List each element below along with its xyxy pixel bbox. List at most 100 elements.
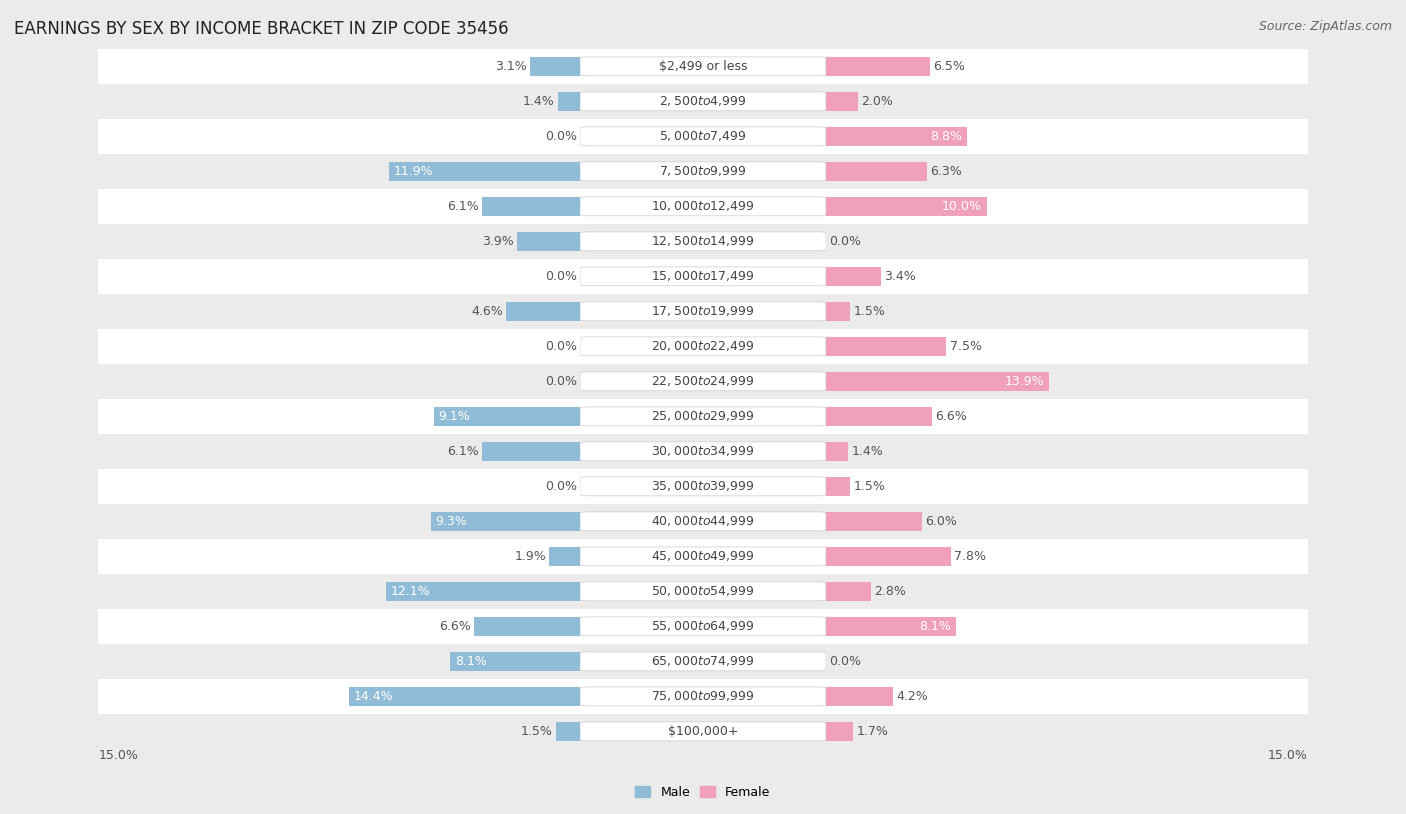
Text: 9.1%: 9.1% xyxy=(439,410,471,422)
Bar xyxy=(825,407,932,426)
Text: 2.0%: 2.0% xyxy=(862,95,893,107)
FancyBboxPatch shape xyxy=(579,617,825,636)
Text: 0.0%: 0.0% xyxy=(544,340,576,352)
Bar xyxy=(579,434,825,469)
Bar xyxy=(825,609,1308,644)
Bar xyxy=(825,224,1308,259)
FancyBboxPatch shape xyxy=(579,442,825,461)
Bar xyxy=(579,224,825,259)
Text: 13.9%: 13.9% xyxy=(1005,375,1045,387)
Text: 8.8%: 8.8% xyxy=(931,130,963,142)
Bar xyxy=(98,504,579,539)
Text: $30,000 to $34,999: $30,000 to $34,999 xyxy=(651,444,755,458)
Bar xyxy=(98,679,579,714)
Bar xyxy=(825,329,1308,364)
FancyBboxPatch shape xyxy=(579,512,825,531)
Bar xyxy=(558,92,581,111)
Bar xyxy=(98,644,579,679)
Bar xyxy=(579,609,825,644)
FancyBboxPatch shape xyxy=(579,582,825,601)
Text: 0.0%: 0.0% xyxy=(544,130,576,142)
Bar xyxy=(579,119,825,154)
Text: 8.1%: 8.1% xyxy=(920,620,952,632)
Text: EARNINGS BY SEX BY INCOME BRACKET IN ZIP CODE 35456: EARNINGS BY SEX BY INCOME BRACKET IN ZIP… xyxy=(14,20,509,38)
Text: 4.2%: 4.2% xyxy=(897,690,928,702)
Text: 6.1%: 6.1% xyxy=(447,445,479,457)
Text: 9.3%: 9.3% xyxy=(436,515,467,527)
Bar xyxy=(98,714,579,749)
Bar xyxy=(579,644,825,679)
Text: $55,000 to $64,999: $55,000 to $64,999 xyxy=(651,619,755,633)
Text: 3.9%: 3.9% xyxy=(482,235,515,247)
Text: 7.5%: 7.5% xyxy=(949,340,981,352)
Bar xyxy=(385,582,579,601)
FancyBboxPatch shape xyxy=(579,687,825,706)
Text: $5,000 to $7,499: $5,000 to $7,499 xyxy=(659,129,747,143)
Bar xyxy=(474,617,579,636)
FancyBboxPatch shape xyxy=(579,162,825,181)
Bar xyxy=(579,574,825,609)
Bar xyxy=(98,84,579,119)
Bar xyxy=(430,512,581,531)
Text: 0.0%: 0.0% xyxy=(544,270,576,282)
FancyBboxPatch shape xyxy=(579,232,825,251)
Bar xyxy=(579,469,825,504)
Bar xyxy=(98,574,579,609)
Bar xyxy=(825,364,1308,399)
Bar xyxy=(825,399,1308,434)
Bar xyxy=(579,539,825,574)
Bar xyxy=(98,609,579,644)
Text: 8.1%: 8.1% xyxy=(454,655,486,667)
Text: 14.4%: 14.4% xyxy=(354,690,394,702)
Bar xyxy=(98,539,579,574)
Text: Source: ZipAtlas.com: Source: ZipAtlas.com xyxy=(1258,20,1392,33)
Bar xyxy=(825,547,952,566)
Bar xyxy=(825,617,956,636)
Text: $2,499 or less: $2,499 or less xyxy=(659,60,747,72)
Text: 0.0%: 0.0% xyxy=(544,375,576,387)
Bar xyxy=(825,372,1049,391)
Bar xyxy=(550,547,579,566)
Bar xyxy=(579,294,825,329)
Text: 6.6%: 6.6% xyxy=(439,620,471,632)
Bar xyxy=(825,539,1308,574)
Bar xyxy=(825,154,1308,189)
FancyBboxPatch shape xyxy=(579,477,825,496)
Bar xyxy=(579,679,825,714)
Text: 11.9%: 11.9% xyxy=(394,165,433,177)
Bar xyxy=(825,442,848,461)
Bar xyxy=(555,722,581,741)
Bar xyxy=(579,259,825,294)
Bar xyxy=(98,189,579,224)
Bar xyxy=(825,49,1308,84)
Bar xyxy=(98,434,579,469)
Legend: Male, Female: Male, Female xyxy=(630,781,776,803)
Text: $35,000 to $39,999: $35,000 to $39,999 xyxy=(651,479,755,493)
Text: $20,000 to $22,499: $20,000 to $22,499 xyxy=(651,339,755,353)
Bar xyxy=(825,259,1308,294)
Text: $10,000 to $12,499: $10,000 to $12,499 xyxy=(651,199,755,213)
Text: 0.0%: 0.0% xyxy=(830,655,862,667)
Text: 6.5%: 6.5% xyxy=(934,60,966,72)
Bar xyxy=(825,92,858,111)
FancyBboxPatch shape xyxy=(579,197,825,216)
Bar xyxy=(98,399,579,434)
Text: 1.4%: 1.4% xyxy=(523,95,554,107)
Text: $12,500 to $14,999: $12,500 to $14,999 xyxy=(651,234,755,248)
FancyBboxPatch shape xyxy=(579,302,825,321)
Text: 12.1%: 12.1% xyxy=(391,585,430,597)
Bar xyxy=(825,197,987,216)
Text: $100,000+: $100,000+ xyxy=(668,725,738,737)
Bar xyxy=(530,57,579,76)
Bar xyxy=(825,337,946,356)
Bar xyxy=(389,162,579,181)
Text: 4.6%: 4.6% xyxy=(471,305,503,317)
FancyBboxPatch shape xyxy=(579,372,825,391)
Text: 15.0%: 15.0% xyxy=(98,749,138,762)
Text: $65,000 to $74,999: $65,000 to $74,999 xyxy=(651,654,755,668)
Bar xyxy=(98,329,579,364)
Text: 0.0%: 0.0% xyxy=(830,235,862,247)
Bar xyxy=(579,154,825,189)
Text: 1.5%: 1.5% xyxy=(853,305,886,317)
Text: $15,000 to $17,499: $15,000 to $17,499 xyxy=(651,269,755,283)
